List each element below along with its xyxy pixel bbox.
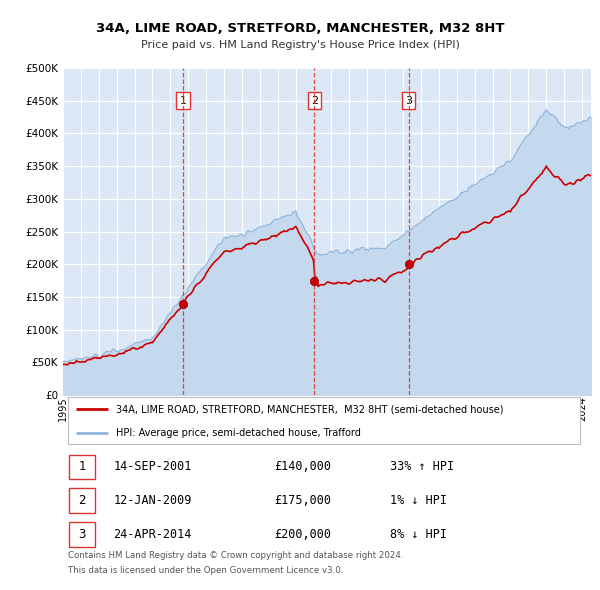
Text: 34A, LIME ROAD, STRETFORD, MANCHESTER,  M32 8HT (semi-detached house): 34A, LIME ROAD, STRETFORD, MANCHESTER, M…	[116, 404, 503, 414]
Text: 1: 1	[78, 460, 86, 473]
Text: £175,000: £175,000	[274, 494, 331, 507]
FancyBboxPatch shape	[70, 489, 95, 513]
FancyBboxPatch shape	[68, 397, 580, 444]
Text: 8% ↓ HPI: 8% ↓ HPI	[391, 528, 448, 541]
Text: 33% ↑ HPI: 33% ↑ HPI	[391, 460, 454, 473]
Text: Price paid vs. HM Land Registry's House Price Index (HPI): Price paid vs. HM Land Registry's House …	[140, 40, 460, 50]
Text: HPI: Average price, semi-detached house, Trafford: HPI: Average price, semi-detached house,…	[116, 428, 361, 438]
Text: £200,000: £200,000	[274, 528, 331, 541]
Text: 3: 3	[405, 96, 412, 106]
Text: £140,000: £140,000	[274, 460, 331, 473]
FancyBboxPatch shape	[70, 454, 95, 479]
Text: 1: 1	[179, 96, 187, 106]
Text: 2: 2	[311, 96, 318, 106]
Text: 2: 2	[78, 494, 86, 507]
Text: Contains HM Land Registry data © Crown copyright and database right 2024.: Contains HM Land Registry data © Crown c…	[68, 551, 404, 560]
Text: 12-JAN-2009: 12-JAN-2009	[113, 494, 191, 507]
Text: 24-APR-2014: 24-APR-2014	[113, 528, 191, 541]
FancyBboxPatch shape	[70, 522, 95, 547]
Text: 3: 3	[79, 528, 86, 541]
Text: 34A, LIME ROAD, STRETFORD, MANCHESTER, M32 8HT: 34A, LIME ROAD, STRETFORD, MANCHESTER, M…	[96, 22, 504, 35]
Text: 14-SEP-2001: 14-SEP-2001	[113, 460, 191, 473]
Text: This data is licensed under the Open Government Licence v3.0.: This data is licensed under the Open Gov…	[68, 566, 344, 575]
Text: 1% ↓ HPI: 1% ↓ HPI	[391, 494, 448, 507]
